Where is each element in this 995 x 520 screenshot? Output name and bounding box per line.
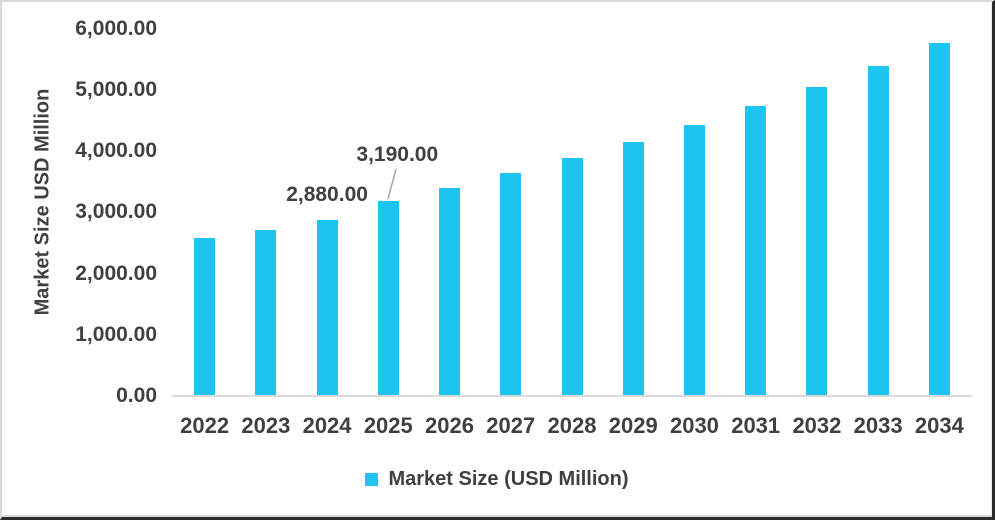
y-tick-label: 4,000.00 <box>75 139 157 163</box>
bar-2028 <box>561 158 583 396</box>
bar-2032 <box>806 86 828 396</box>
bar-2024 <box>316 219 338 396</box>
x-tick-label-2031: 2031 <box>731 413 781 438</box>
legend: Market Size (USD Million) <box>2 468 992 491</box>
x-tick-label-2032: 2032 <box>792 413 842 438</box>
data-label-2024: 2,880.00 <box>286 182 368 206</box>
legend-swatch-market-size <box>365 473 379 486</box>
x-tick-label-2024: 2024 <box>302 413 352 438</box>
y-tick-label: 0.00 <box>116 384 157 407</box>
data-label-2025: 3,190.00 <box>356 142 439 166</box>
bar-2031 <box>745 106 767 396</box>
y-tick-label: 1,000.00 <box>75 322 157 346</box>
leader-line <box>387 168 398 199</box>
y-tick-label: 2,000.00 <box>75 261 157 285</box>
x-tick-label-2030: 2030 <box>669 413 719 438</box>
y-tick-label: 6,000.00 <box>75 16 157 40</box>
x-axis-line <box>172 395 972 397</box>
x-tick-label-2029: 2029 <box>608 413 658 438</box>
bar-2025 <box>377 200 399 396</box>
bar-2023 <box>255 230 277 396</box>
bar-2026 <box>439 187 461 396</box>
x-tick-label-2026: 2026 <box>425 413 474 438</box>
bar-2033 <box>867 65 889 396</box>
x-tick-label-2025: 2025 <box>363 413 413 438</box>
bar-2030 <box>683 124 705 396</box>
bar-2034 <box>928 43 950 396</box>
x-tick-label-2028: 2028 <box>547 413 597 438</box>
y-tick-label: 5,000.00 <box>75 78 157 101</box>
bar-2022 <box>194 238 216 396</box>
bar-2027 <box>500 173 522 396</box>
x-tick-label-2034: 2034 <box>914 413 964 438</box>
x-tick-label-2022: 2022 <box>180 413 230 438</box>
y-tick-label: 3,000.00 <box>75 200 157 224</box>
legend-label: Market Size (USD Million) <box>388 468 629 490</box>
x-tick-label-2027: 2027 <box>486 413 536 438</box>
x-tick-label-2033: 2033 <box>853 413 903 438</box>
x-tick-label-2023: 2023 <box>241 413 291 438</box>
bar-2029 <box>622 142 644 396</box>
